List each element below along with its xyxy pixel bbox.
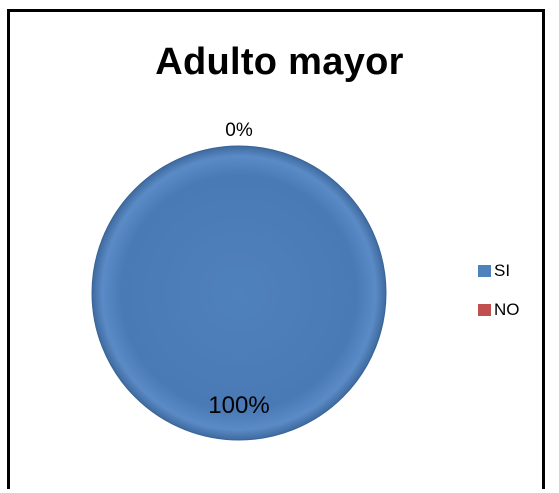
legend-item-si: SI — [478, 260, 520, 282]
data-label-si: 100% — [208, 392, 269, 419]
chart-title: Adulto mayor — [155, 41, 404, 83]
legend-label-si: SI — [494, 261, 511, 280]
legend-label-no: NO — [494, 300, 520, 319]
pie-slice-si — [91, 145, 387, 441]
legend-swatch-si — [478, 265, 491, 277]
legend: SI NO — [478, 260, 520, 338]
legend-swatch-no — [478, 304, 491, 316]
data-label-no: 0% — [225, 120, 253, 141]
legend-item-no: NO — [478, 299, 520, 321]
